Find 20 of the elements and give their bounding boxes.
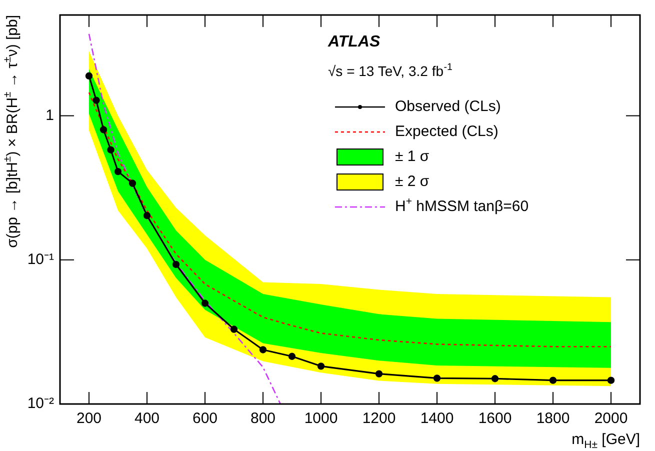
x-tick-label: 1000 bbox=[304, 410, 338, 428]
legend-label: Observed (CLs) bbox=[395, 98, 501, 116]
x-tick-label: 1200 bbox=[362, 410, 396, 428]
y-tick-label: 10⁻² bbox=[27, 395, 54, 412]
x-tick-label: 1400 bbox=[420, 410, 454, 428]
x-tick-label: 800 bbox=[250, 410, 276, 428]
x-tick-label: 200 bbox=[76, 410, 102, 428]
x-tick-label: 1800 bbox=[536, 410, 570, 428]
y-axis-title: σ(pp → [b]tH±) × BR(H± → τ±ν) [pb] bbox=[2, 14, 22, 248]
y-tick-label: 10⁻¹ bbox=[27, 251, 54, 268]
legend-label: Expected (CLs) bbox=[395, 123, 498, 140]
x-tick-label: 600 bbox=[192, 410, 218, 428]
x-tick-label: 1600 bbox=[478, 410, 512, 428]
legend-label: H+ hMSSM tanβ=60 bbox=[395, 196, 529, 216]
legend-label: ± 1 σ bbox=[395, 148, 430, 166]
legend-label: ± 2 σ bbox=[395, 173, 430, 190]
y-tick-label: 1 bbox=[46, 106, 54, 124]
annotation: ATLAS bbox=[327, 33, 380, 50]
x-tick-label: 400 bbox=[134, 410, 160, 428]
x-tick-label: 2000 bbox=[594, 410, 628, 428]
